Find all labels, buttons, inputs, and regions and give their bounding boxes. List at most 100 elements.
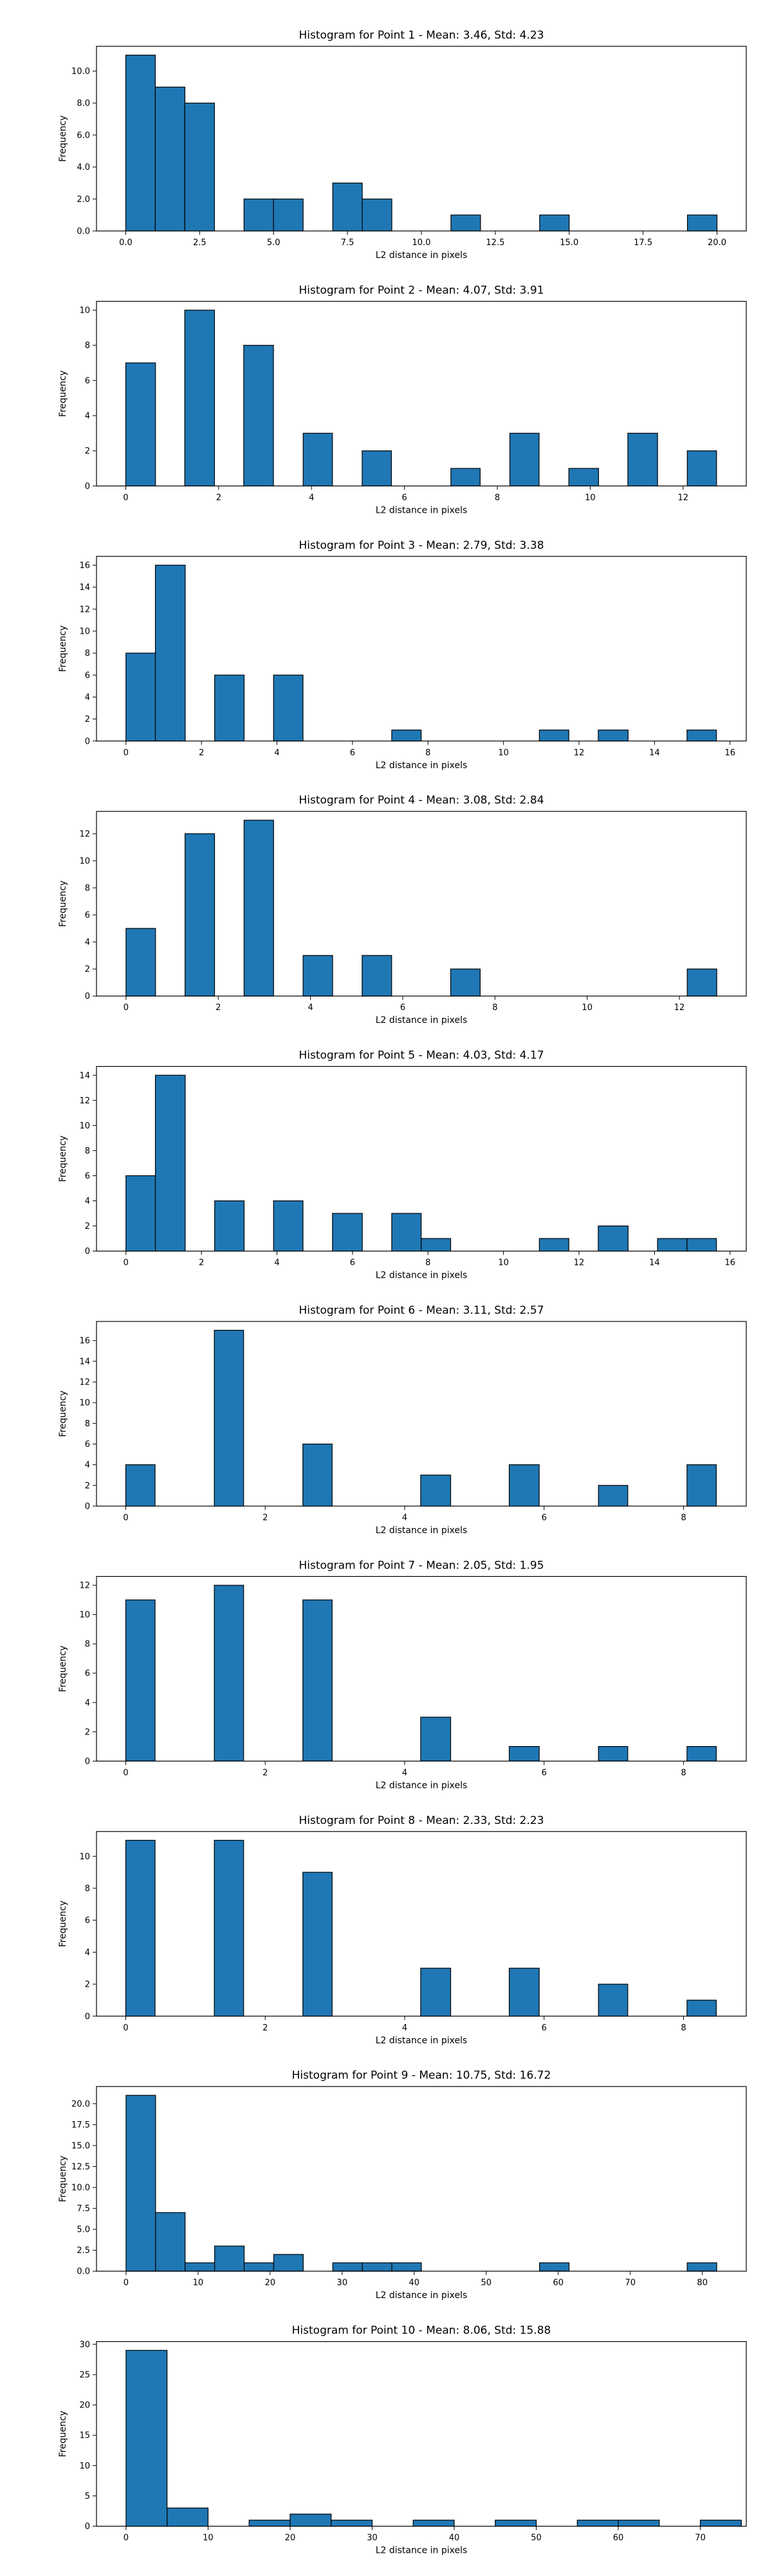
histogram-bar	[154, 86, 185, 232]
y-tick-label: 8	[85, 1640, 90, 1650]
axes-frame	[96, 811, 747, 997]
histogram-bar	[331, 2519, 373, 2527]
y-tick-label: 8	[85, 649, 90, 659]
x-tick-label: 4	[402, 1768, 407, 1778]
histogram-bar	[302, 1872, 333, 2017]
histogram-bar	[125, 2350, 168, 2527]
histogram-bar	[539, 2262, 570, 2272]
y-axis-label: Frequency	[58, 625, 68, 672]
x-tick-label: 10	[585, 493, 596, 502]
x-tick-label: 7.5	[341, 238, 354, 248]
y-tick-label: 20	[79, 2401, 90, 2411]
histogram-bar	[362, 955, 392, 997]
axes-frame	[96, 1065, 747, 1252]
y-tick-label: 6	[85, 1669, 90, 1679]
y-tick-label: 7.5	[77, 2204, 90, 2214]
chart-title: Histogram for Point 4 - Mean: 3.08, Std:…	[299, 794, 544, 807]
histogram-bar	[686, 1464, 717, 1507]
histogram-bar	[686, 450, 717, 487]
y-tick-label: 8	[85, 883, 90, 893]
y-tick-label: 2	[85, 1222, 90, 1231]
histogram-bar	[598, 1746, 629, 1762]
chart-3: Histogram for Point 3 - Mean: 2.79, Std:…	[58, 539, 747, 771]
histogram-bar	[538, 730, 569, 742]
y-tick-label: 16	[79, 561, 90, 571]
y-tick-label: 0.0	[77, 2267, 90, 2277]
x-tick-label: 8	[681, 1513, 686, 1523]
histogram-bar	[154, 1074, 186, 1252]
x-axis-label: L2 distance in pixels	[376, 1015, 468, 1026]
histogram-bar	[155, 2212, 186, 2272]
y-tick-label: 10	[79, 1121, 90, 1131]
y-axis-label: Frequency	[58, 881, 68, 927]
x-axis-label: L2 distance in pixels	[376, 760, 468, 771]
histogram-bar	[302, 955, 333, 997]
histogram-bar	[420, 1475, 452, 1507]
x-tick-label: 4	[402, 2023, 407, 2033]
chart-10: Histogram for Point 10 - Mean: 8.06, Std…	[58, 2324, 747, 2556]
x-tick-label: 6	[350, 1258, 355, 1268]
histogram-bar	[184, 102, 215, 232]
histogram-bar	[273, 674, 304, 742]
histogram-bar	[686, 2262, 717, 2272]
y-tick-label: 2.5	[77, 2246, 90, 2256]
histogram-bar	[450, 968, 481, 997]
histogram-bar	[125, 362, 156, 486]
histogram-bar	[167, 2507, 209, 2527]
histogram-bar	[125, 55, 156, 232]
y-tick-label: 15.0	[71, 2141, 90, 2151]
histogram-bar	[302, 1599, 333, 1762]
chart-5: Histogram for Point 5 - Mean: 4.03, Std:…	[58, 1049, 747, 1281]
y-tick-label: 0	[85, 2522, 90, 2532]
x-tick-label: 10	[193, 2278, 204, 2288]
y-tick-label: 10	[79, 306, 90, 316]
y-tick-label: 30	[79, 2340, 90, 2350]
histogram-bar	[598, 730, 629, 742]
y-axis-label: Frequency	[58, 1136, 68, 1182]
x-tick-label: 0	[124, 2534, 129, 2543]
histogram-bar	[391, 1213, 422, 1252]
x-tick-label: 6	[542, 1513, 547, 1523]
histogram-bar	[332, 2262, 363, 2272]
y-tick-label: 2	[85, 1727, 90, 1737]
histogram-bar	[214, 1330, 244, 1507]
x-tick-label: 14	[649, 1258, 660, 1268]
histogram-bar	[214, 674, 245, 742]
histogram-bar	[302, 432, 333, 487]
y-axis-label: Frequency	[58, 1390, 68, 1437]
x-tick-label: 8	[492, 1003, 497, 1013]
y-tick-label: 12	[79, 605, 90, 614]
histogram-bar	[686, 1238, 717, 1252]
x-tick-label: 2	[262, 2023, 268, 2033]
x-axis-label: L2 distance in pixels	[376, 1271, 468, 1281]
y-tick-label: 12	[79, 1096, 90, 1106]
histogram-bar	[450, 214, 481, 232]
y-tick-label: 4	[85, 1698, 90, 1708]
y-tick-label: 10	[79, 1399, 90, 1408]
y-tick-label: 2	[85, 1980, 90, 1990]
y-tick-label: 12.5	[71, 2162, 90, 2172]
x-tick-label: 20.0	[708, 238, 726, 248]
chart-title: Histogram for Point 2 - Mean: 4.07, Std:…	[299, 284, 544, 297]
x-tick-label: 4	[274, 1258, 279, 1268]
chart-title: Histogram for Point 8 - Mean: 2.33, Std:…	[299, 1814, 544, 1827]
x-tick-label: 10	[203, 2534, 214, 2543]
x-tick-label: 60	[553, 2278, 564, 2288]
histogram-bar	[421, 1238, 452, 1252]
x-axis-label: L2 distance in pixels	[376, 250, 468, 261]
histogram-bar	[391, 730, 422, 742]
y-tick-label: 8	[85, 1419, 90, 1429]
histogram-bar	[243, 2262, 275, 2272]
histogram-bar	[627, 432, 658, 487]
x-tick-label: 6	[400, 1003, 405, 1013]
x-tick-label: 0	[123, 1768, 128, 1778]
chart-4: Histogram for Point 4 - Mean: 3.08, Std:…	[58, 794, 747, 1026]
histogram-bar	[508, 1746, 540, 1762]
y-tick-label: 2	[85, 1481, 90, 1491]
x-tick-label: 8	[425, 1258, 430, 1268]
x-tick-label: 10.0	[412, 238, 431, 248]
y-tick-label: 25	[79, 2370, 90, 2380]
axes-frame	[96, 1576, 747, 1762]
histogram-bar	[576, 2519, 619, 2527]
